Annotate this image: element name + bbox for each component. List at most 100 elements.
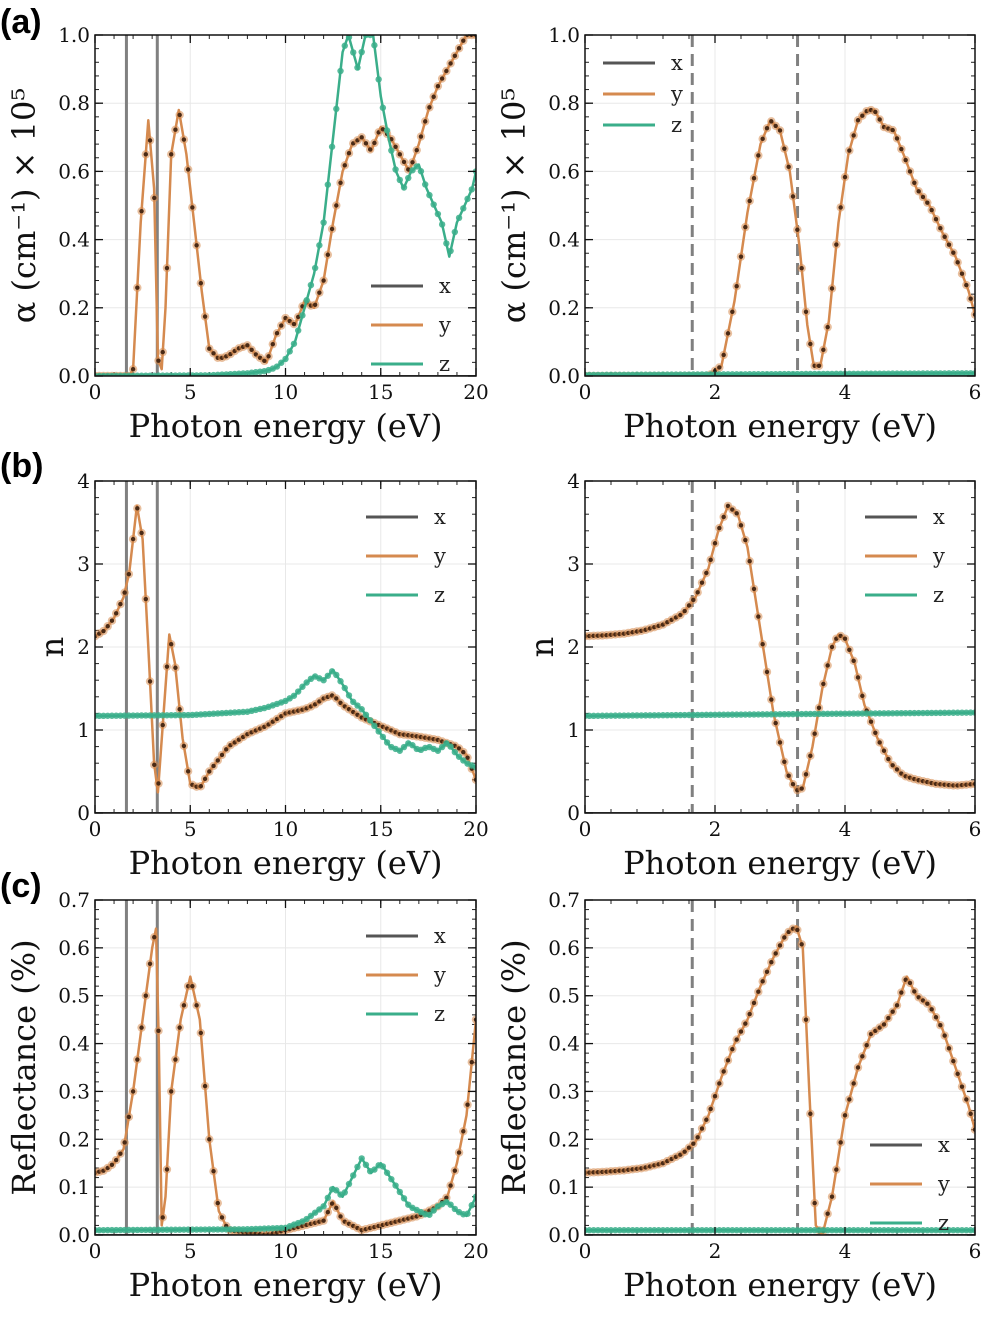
- series-y-marker: [877, 117, 882, 122]
- y-tick-label: 0.3: [58, 1079, 90, 1103]
- x-tick-label: 5: [184, 380, 197, 404]
- y-axis-title: α (cm⁻¹) × 10⁵: [5, 88, 43, 323]
- y-tick-label: 0.0: [58, 1223, 90, 1247]
- series-y-marker: [760, 642, 765, 647]
- series-z-marker: [290, 692, 298, 699]
- series-y-marker: [912, 989, 917, 994]
- series-y-marker: [955, 260, 960, 265]
- series-z-marker: [468, 186, 475, 193]
- series-y-marker: [321, 1218, 326, 1223]
- series-y-marker: [760, 136, 765, 142]
- legend: xyz: [603, 51, 683, 137]
- series-y-marker: [274, 330, 280, 336]
- series-y-marker: [678, 612, 683, 618]
- series-y-marker: [851, 658, 856, 664]
- series-z-marker: [430, 1207, 437, 1214]
- series-y-marker: [829, 1194, 835, 1199]
- series-y-marker: [825, 1211, 830, 1216]
- series-z-marker: [345, 692, 353, 699]
- series-y-marker: [185, 769, 191, 774]
- y-tick-label: 1.0: [548, 23, 580, 47]
- series-y-marker: [864, 1042, 869, 1048]
- series-y-marker: [169, 152, 174, 157]
- series-y-marker: [725, 331, 731, 336]
- series-y-marker: [868, 719, 874, 724]
- series-z-marker: [396, 747, 403, 754]
- series-y-marker: [847, 148, 852, 153]
- series-y-marker: [109, 618, 115, 623]
- y-tick-label: 0.4: [58, 1032, 90, 1056]
- series-y-marker: [101, 628, 106, 634]
- series-y-marker: [181, 1003, 187, 1008]
- series-y-marker: [907, 169, 913, 174]
- legend: xyz: [366, 505, 446, 607]
- series-y-marker: [959, 1084, 965, 1089]
- series-y-marker: [717, 1081, 722, 1086]
- series-z-marker: [400, 1195, 408, 1202]
- y-tick-label: 3: [77, 552, 90, 576]
- series-y-marker: [448, 61, 453, 66]
- series-y-marker: [721, 514, 726, 520]
- legend: xyz: [366, 924, 446, 1026]
- x-tick-label: 0: [89, 817, 102, 841]
- y-axis-title: α (cm⁻¹) × 10⁵: [495, 88, 533, 323]
- series-y-marker: [211, 763, 216, 769]
- series-y-marker: [219, 1215, 225, 1220]
- y-tick-label: 0: [567, 801, 580, 825]
- x-tick-label: 6: [969, 380, 982, 404]
- series-y-marker: [401, 159, 407, 165]
- series-z-marker: [371, 1166, 378, 1173]
- series-y-marker: [334, 203, 339, 208]
- chart-b-right: 0 2 4 6 0 1 2 3 4 Photon energy (eV) n xyz: [523, 469, 981, 882]
- series-z-marker: [328, 143, 336, 150]
- series-y-marker: [211, 351, 216, 356]
- series-y-marker: [925, 200, 930, 205]
- series-y-marker: [156, 1028, 161, 1034]
- series-y-marker: [695, 1135, 700, 1140]
- series-y-marker: [946, 1046, 952, 1051]
- series-y-marker: [886, 756, 891, 762]
- series-z-marker: [455, 214, 463, 222]
- panel-label: (b): [0, 447, 43, 485]
- series-y-marker: [929, 207, 934, 213]
- series-y-marker: [847, 1097, 852, 1102]
- series-y-marker: [147, 961, 153, 967]
- legend-label-z: z: [434, 1002, 445, 1026]
- series-y-marker: [708, 557, 713, 563]
- series-z-marker: [320, 1203, 327, 1210]
- x-tick-label: 20: [463, 1239, 488, 1263]
- series-y-marker: [198, 1030, 204, 1036]
- series-y-marker: [773, 123, 778, 129]
- y-tick-label: 0.0: [548, 1223, 580, 1247]
- series-y-marker: [105, 624, 110, 629]
- series-z-marker: [472, 1193, 476, 1200]
- series-z-marker: [451, 748, 459, 756]
- y-tick-label: 0.4: [58, 228, 90, 252]
- series-z-marker: [345, 1180, 353, 1188]
- series-y-marker: [177, 112, 182, 118]
- series-y-marker: [769, 119, 774, 124]
- x-tick-label: 20: [463, 817, 488, 841]
- series-y-marker: [147, 138, 153, 143]
- x-axis-title: Photon energy (eV): [129, 407, 443, 445]
- series-y-marker: [113, 1157, 119, 1163]
- y-axis-title: n: [33, 637, 71, 658]
- series-y-marker: [842, 174, 848, 180]
- series-y-marker: [743, 537, 748, 543]
- series-y-marker: [461, 1129, 466, 1134]
- chart-c-left: 0 5 10 15 20 0.0 0.1 0.2 0.3 0.4 0.5 0.6 0.7 Photon e…: [5, 888, 489, 1304]
- x-tick-label: 0: [89, 380, 102, 404]
- y-tick-label: 0.6: [548, 936, 580, 960]
- series-z-marker: [307, 281, 315, 289]
- x-tick-label: 6: [969, 1239, 982, 1263]
- series-y-marker: [834, 242, 839, 247]
- series-y-marker: [397, 152, 402, 157]
- x-tick-label: 2: [709, 817, 722, 841]
- series-y-marker: [173, 665, 178, 670]
- series-y-marker: [964, 282, 969, 288]
- series-y-marker: [118, 1151, 123, 1156]
- series-y-marker: [334, 1205, 339, 1211]
- series-z-marker: [383, 127, 391, 134]
- series-y-marker: [393, 144, 398, 149]
- series-z-marker: [362, 711, 370, 718]
